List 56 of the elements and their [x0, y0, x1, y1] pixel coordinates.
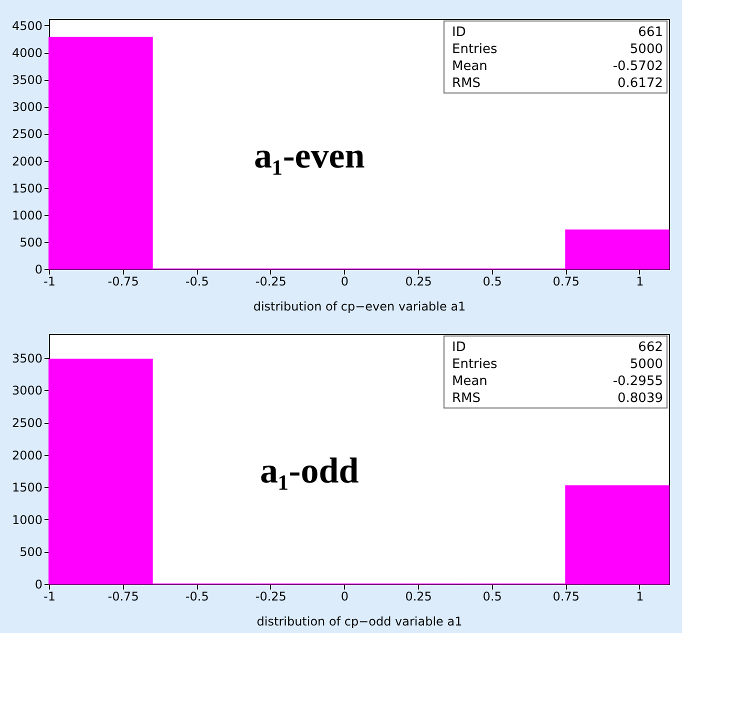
x-axis-title: distribution of cp−odd variable a1: [256, 614, 462, 628]
y-tick-label: 1500: [12, 480, 42, 495]
y-tick-label: 1500: [12, 181, 42, 196]
annotation: 661: [638, 25, 663, 40]
y-tick-label: 1000: [12, 208, 42, 222]
y-tick-label: 2000: [12, 448, 42, 462]
x-tick-label: -0.5: [185, 274, 209, 288]
annotation: ID: [452, 340, 466, 355]
x-tick-label: 0: [340, 590, 349, 604]
y-tick-label: 3500: [12, 73, 42, 88]
y-tick-label: 3000: [12, 384, 42, 398]
y-tick-label: 2000: [12, 154, 42, 168]
y-tick-label: 1000: [12, 512, 42, 527]
annotation: -0.2955: [612, 374, 663, 389]
annotation: Entries: [452, 42, 498, 57]
y-tick-label: 4000: [12, 46, 42, 60]
annotation: a₁-even: [254, 136, 365, 176]
annotation: RMS: [452, 391, 481, 406]
y-tick-label: 500: [20, 235, 42, 250]
x-axis-title: distribution of cp−even variable a1: [253, 300, 466, 314]
annotation: a₁-odd: [260, 450, 359, 490]
x-tick-label: -0.25: [255, 274, 286, 288]
x-tick-label: 0.75: [552, 274, 580, 288]
y-tick-label: 500: [20, 545, 42, 560]
y-tick-label: 3000: [12, 100, 42, 114]
x-tick-label: 1: [636, 274, 644, 288]
x-tick-label: -0.5: [185, 590, 209, 604]
y-tick-label: 3500: [12, 351, 42, 366]
y-tick-label: 4500: [12, 18, 42, 33]
annotation: Mean: [452, 374, 488, 389]
annotation: 662: [638, 340, 663, 355]
annotation: 5000: [630, 357, 663, 372]
x-tick-label: 1: [636, 590, 644, 604]
x-tick-label: 0: [340, 274, 349, 288]
annotation: Mean: [452, 59, 488, 74]
x-tick-label: -1: [44, 274, 56, 288]
x-tick-label: 0.5: [482, 590, 502, 604]
x-tick-label: -0.75: [108, 274, 139, 288]
annotation: 5000: [630, 42, 663, 57]
annotation: 0.6172: [618, 76, 663, 91]
annotation: Entries: [452, 357, 498, 372]
x-tick-label: 0.5: [482, 274, 502, 288]
annotation: RMS: [452, 76, 481, 91]
y-tick-label: 0: [34, 262, 42, 276]
annotation: -0.5702: [612, 59, 663, 74]
annotation: ID: [452, 25, 466, 40]
y-tick-label: 2500: [12, 416, 42, 430]
x-tick-label: 0.75: [552, 590, 580, 604]
x-tick-label: -0.25: [255, 590, 286, 604]
annotation: 0.8039: [618, 391, 663, 406]
y-tick-label: 0: [34, 578, 42, 592]
x-tick-label: 0.25: [405, 274, 432, 288]
x-tick-label: 0.25: [405, 590, 432, 604]
y-tick-label: 2500: [12, 127, 42, 142]
x-tick-label: -1: [44, 590, 56, 604]
x-tick-label: -0.75: [108, 590, 139, 604]
